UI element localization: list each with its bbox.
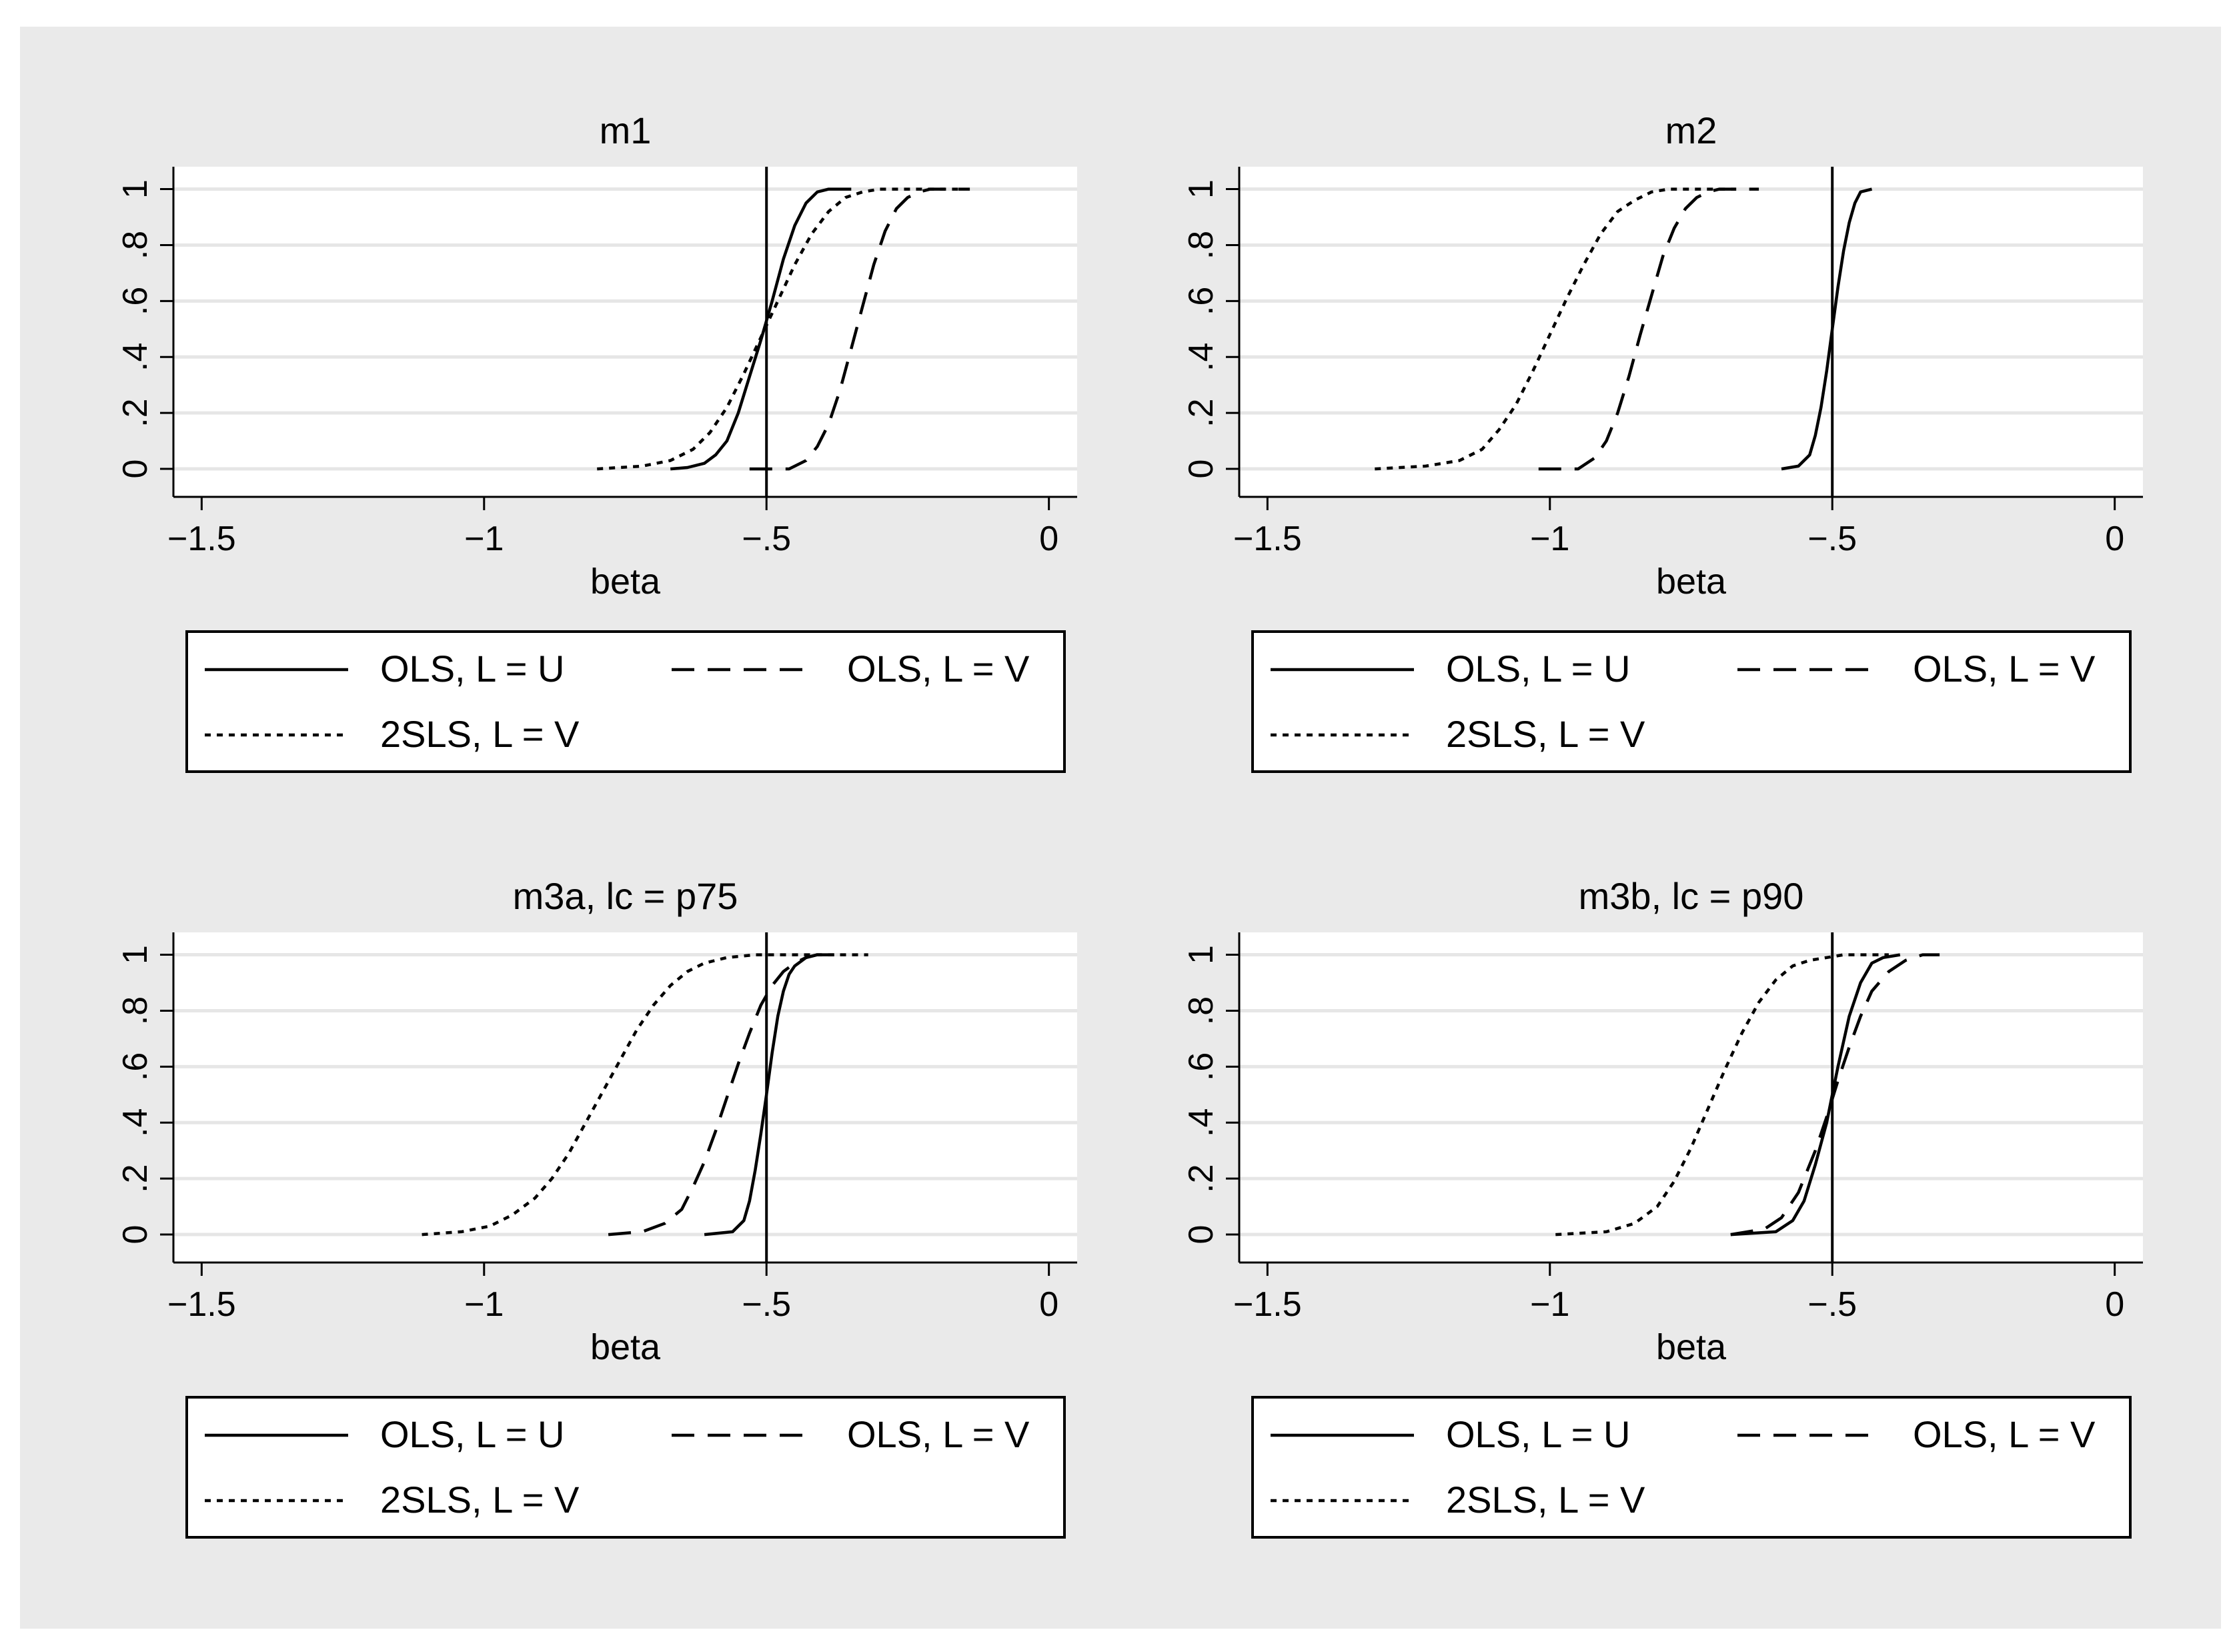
legend-box: [185, 630, 1066, 773]
legend-label: 2SLS, L = V: [1446, 713, 1645, 755]
x-tick-label: −1.5: [1233, 520, 1302, 558]
x-tick-label: −.5: [1807, 520, 1857, 558]
legend-label: 2SLS, L = V: [380, 713, 580, 755]
y-tick-label: .4: [1182, 343, 1221, 371]
series-line-3: [1555, 953, 1889, 1236]
y-tick-label: 0: [116, 460, 155, 479]
x-tick-label: −1.5: [1233, 1285, 1302, 1324]
y-tick-label: 1: [116, 179, 155, 199]
legend-box: [1251, 1396, 2132, 1539]
legend-label: 2SLS, L = V: [380, 1479, 580, 1521]
plot-area: [1239, 932, 2143, 1263]
y-tick-label: .6: [116, 1052, 155, 1081]
x-tick-label: −.5: [742, 520, 791, 558]
legend-box: [185, 1396, 1066, 1539]
y-tick-label: .4: [116, 1108, 155, 1137]
y-tick-label: .6: [1182, 287, 1221, 315]
legend-label: OLS, L = V: [1913, 1413, 2096, 1455]
y-tick-label: 0: [1182, 1225, 1221, 1245]
y-tick-label: 1: [116, 945, 155, 964]
series-line-2: [1538, 187, 1759, 471]
y-tick-label: .8: [1182, 996, 1221, 1025]
series-line-2: [749, 187, 964, 471]
legend: OLS, L = U OLS, L = V 2SLS, L = V: [185, 630, 1066, 773]
y-tick-label: .4: [1182, 1108, 1221, 1137]
x-tick-label: −1: [464, 1285, 504, 1324]
y-tick-label: .2: [1182, 1164, 1221, 1192]
plot-area: [173, 932, 1077, 1263]
y-tick-label: .2: [116, 398, 155, 427]
legend-box: [1251, 630, 2132, 773]
chart-title: m1: [600, 109, 652, 151]
y-tick-label: 0: [116, 1225, 155, 1245]
y-tick-label: 1: [1182, 945, 1221, 964]
chart-panel-4: m3b, lc = p90 0 .2 .4 .6 .8 1 −1.5 −1 −.5 0 beta OLS…: [1182, 875, 2143, 1539]
x-tick-label: 0: [2105, 520, 2124, 558]
series-line-2: [608, 953, 834, 1236]
y-tick-label: .6: [1182, 1052, 1221, 1081]
legend-label: OLS, L = U: [1446, 1413, 1631, 1455]
y-tick-label: 1: [1182, 179, 1221, 199]
y-tick-label: 0: [1182, 460, 1221, 479]
plot-area: [1239, 167, 2143, 497]
chart-title: m2: [1665, 109, 1717, 151]
legend-label: OLS, L = U: [1446, 648, 1631, 690]
chart-title: m3b, lc = p90: [1579, 875, 1804, 917]
chart-panel-3: m3a, lc = p75 0 .2 .4 .6 .8 1 −1.5 −1 −.5 0 beta OLS…: [116, 875, 1077, 1539]
legend-label: OLS, L = U: [380, 648, 565, 690]
x-tick-label: −1: [464, 520, 504, 558]
y-tick-label: .8: [116, 231, 155, 259]
legend: OLS, L = U OLS, L = V 2SLS, L = V: [185, 1396, 1066, 1539]
x-axis-label: beta: [1656, 562, 1727, 602]
x-tick-label: −1: [1530, 1285, 1569, 1324]
y-tick-label: .8: [1182, 231, 1221, 259]
y-tick-label: .4: [116, 343, 155, 371]
y-tick-label: .2: [116, 1164, 155, 1192]
legend-label: OLS, L = U: [380, 1413, 565, 1455]
x-axis-label: beta: [1656, 1327, 1727, 1367]
x-axis-label: beta: [590, 562, 661, 602]
x-tick-label: −.5: [1807, 1285, 1857, 1324]
plot-area: [173, 167, 1077, 497]
series-line-3: [597, 187, 970, 471]
legend-label: 2SLS, L = V: [1446, 1479, 1645, 1521]
legend-label: OLS, L = V: [847, 1413, 1030, 1455]
legend-label: OLS, L = V: [1913, 648, 2096, 690]
series-line-2: [1730, 953, 1940, 1236]
x-tick-label: −.5: [742, 1285, 791, 1324]
x-axis-label: beta: [590, 1327, 661, 1367]
y-tick-label: .2: [1182, 398, 1221, 427]
y-tick-label: .6: [116, 287, 155, 315]
x-tick-label: −1: [1530, 520, 1569, 558]
x-tick-label: 0: [2105, 1285, 2124, 1324]
x-tick-label: 0: [1039, 520, 1058, 558]
x-tick-label: 0: [1039, 1285, 1058, 1324]
legend-label: OLS, L = V: [847, 648, 1030, 690]
chart-title: m3a, lc = p75: [513, 875, 738, 917]
y-tick-label: .8: [116, 996, 155, 1025]
x-tick-label: −1.5: [167, 1285, 236, 1324]
x-tick-label: −1.5: [167, 520, 236, 558]
legend: OLS, L = U OLS, L = V 2SLS, L = V: [1251, 630, 2132, 773]
legend: OLS, L = U OLS, L = V 2SLS, L = V: [1251, 1396, 2132, 1539]
